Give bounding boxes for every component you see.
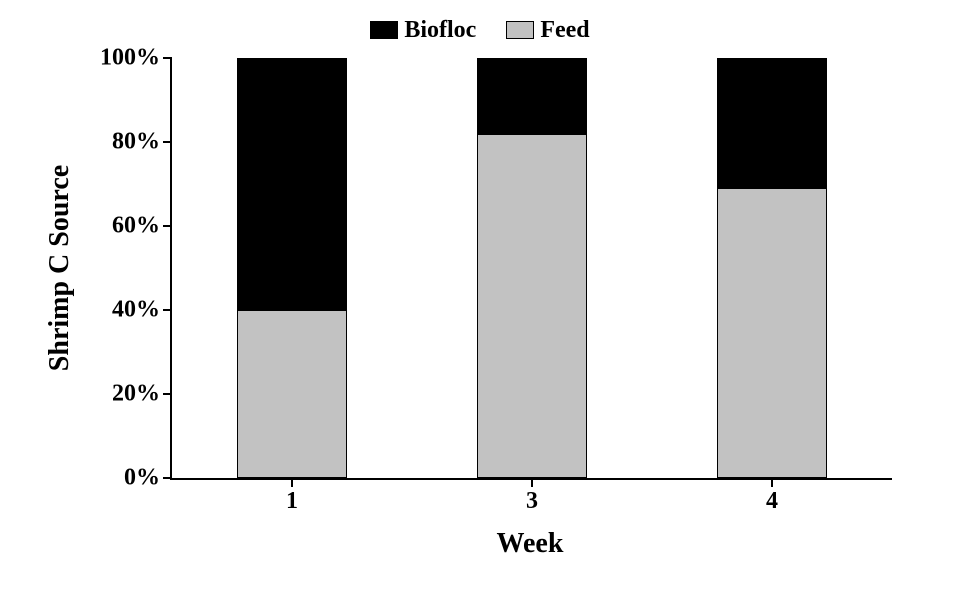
x-tick-label: 3 [526, 478, 538, 515]
x-tick-label: 4 [766, 478, 778, 515]
y-tick-label: 20% [112, 381, 172, 408]
bar-segment-feed [717, 188, 827, 478]
x-tick-label: 1 [286, 478, 298, 515]
chart-container: BioflocFeed Shrimp C Source 0%20%40%60%8… [40, 10, 920, 587]
bar-segment-biofloc [717, 58, 827, 188]
bar-segment-biofloc [237, 58, 347, 310]
y-tick-label: 40% [112, 297, 172, 324]
plot-area: 0%20%40%60%80%100%134 [170, 58, 892, 480]
bar [717, 58, 827, 478]
y-tick-label: 60% [112, 213, 172, 240]
y-tick-label: 80% [112, 129, 172, 156]
bar [237, 58, 347, 478]
legend-item-feed: Feed [506, 17, 589, 44]
y-axis-title: Shrimp C Source [40, 58, 80, 478]
x-axis-title: Week [170, 528, 890, 560]
y-tick-label: 100% [100, 45, 172, 72]
legend-swatch-biofloc [370, 21, 398, 39]
legend-label-feed: Feed [540, 17, 589, 44]
bar-segment-feed [477, 134, 587, 478]
legend: Biofloc Feed [40, 10, 920, 50]
legend-label-biofloc: Biofloc [404, 17, 476, 44]
legend-item-biofloc: Biofloc [370, 17, 476, 44]
x-axis-title-text: Week [497, 528, 564, 559]
bar [477, 58, 587, 478]
bar-segment-biofloc [477, 58, 587, 134]
y-axis-title-text: Shrimp C Source [44, 165, 76, 371]
legend-swatch-feed [506, 21, 534, 39]
y-tick-label: 0% [124, 465, 172, 492]
bar-segment-feed [237, 310, 347, 478]
